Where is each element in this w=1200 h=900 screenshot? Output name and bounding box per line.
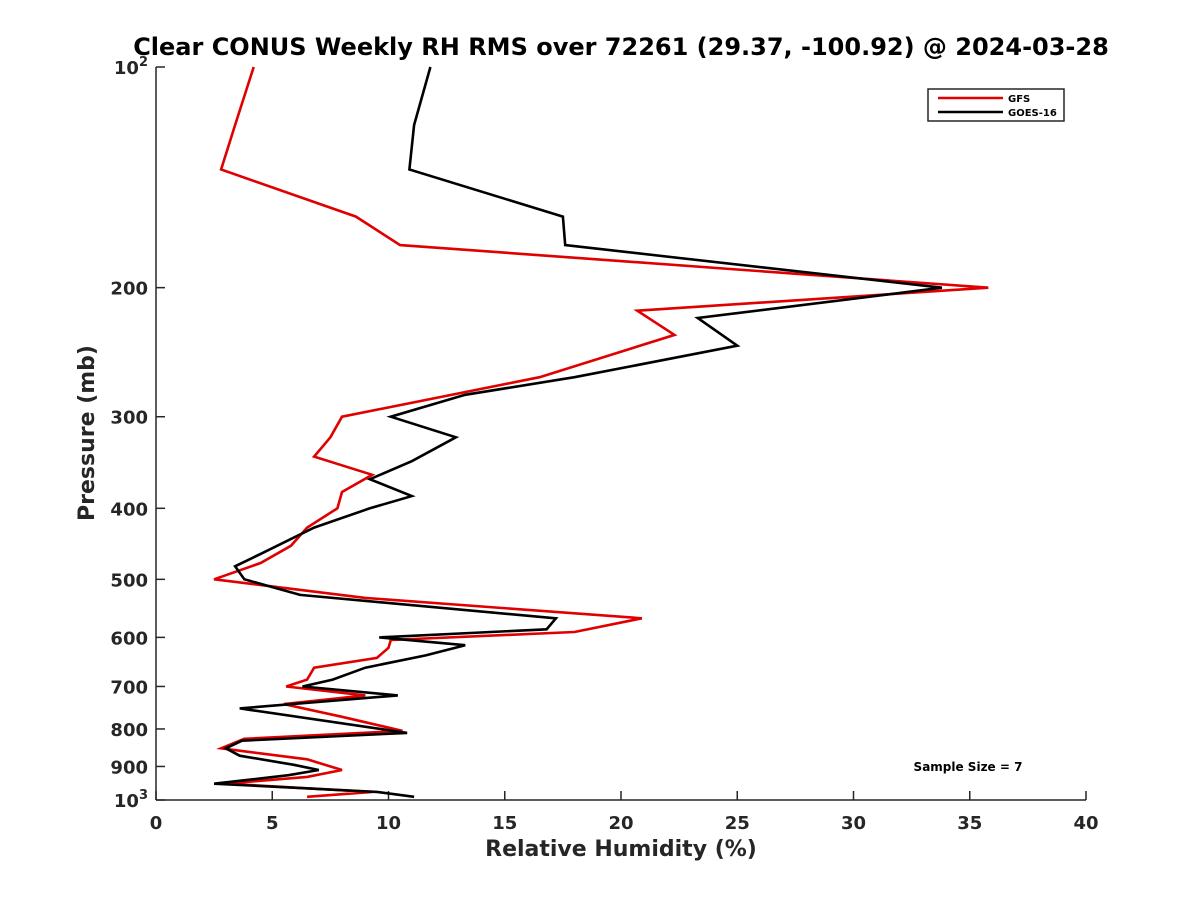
legend: GFS GOES-16 bbox=[927, 88, 1065, 122]
x-tick-label: 20 bbox=[608, 813, 633, 834]
x-tick-label: 10 bbox=[376, 813, 401, 834]
sample-size-annotation: Sample Size = 7 bbox=[914, 760, 1023, 774]
y-tick-label: 103 bbox=[114, 788, 148, 812]
y-tick-label: 300 bbox=[110, 408, 148, 429]
legend-label-gfs: GFS bbox=[1008, 94, 1030, 105]
x-tick-label: 15 bbox=[492, 813, 517, 834]
y-tick-label: 900 bbox=[110, 757, 148, 778]
legend-label-goes-16: GOES-16 bbox=[1008, 108, 1057, 119]
legend-box bbox=[927, 88, 1065, 122]
x-tick-label: 30 bbox=[841, 813, 866, 834]
series-line-goes-16 bbox=[213, 66, 943, 799]
x-tick-label: 0 bbox=[150, 813, 163, 834]
x-tick-label: 40 bbox=[1073, 813, 1098, 834]
y-tick-label: 200 bbox=[110, 279, 148, 300]
y-tick-label: 800 bbox=[110, 720, 148, 741]
y-tick-label: 600 bbox=[110, 628, 148, 649]
series-lines bbox=[213, 66, 989, 799]
y-tick-label: 400 bbox=[110, 499, 148, 520]
axes: 0 5 10 15 20 25 30 35 40 102 200 300 400 500 600 700 800… bbox=[110, 55, 1098, 834]
x-tick-label: 35 bbox=[957, 813, 982, 834]
y-tick-label: 700 bbox=[110, 677, 148, 698]
x-tick-label: 25 bbox=[725, 813, 750, 834]
y-tick-label: 102 bbox=[114, 55, 148, 79]
y-axis-label: Pressure (mb) bbox=[75, 345, 100, 521]
x-axis-label: Relative Humidity (%) bbox=[485, 837, 757, 862]
y-tick-label: 500 bbox=[110, 570, 148, 591]
series-line-gfs bbox=[213, 66, 989, 799]
x-tick-label: 5 bbox=[266, 813, 279, 834]
chart-title: Clear CONUS Weekly RH RMS over 72261 (29… bbox=[133, 33, 1109, 61]
